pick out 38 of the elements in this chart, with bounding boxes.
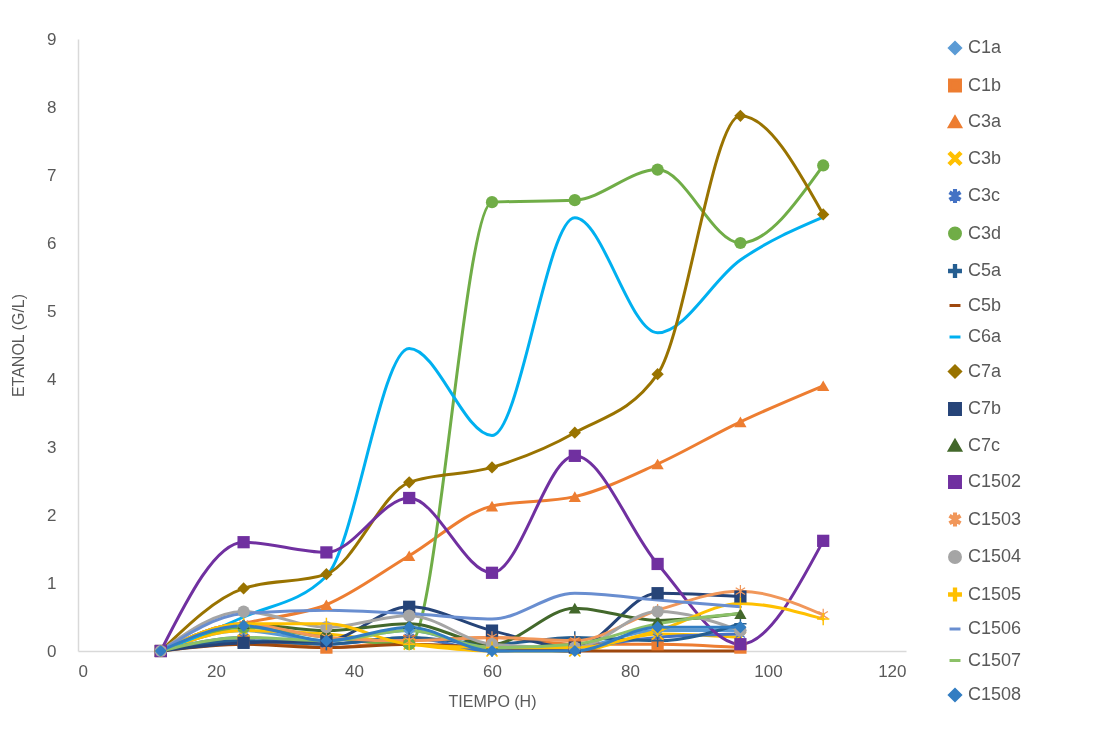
x-tick-label: 100 [754,661,783,681]
legend-label: C3c [968,185,1001,205]
y-axis-title: ETANOL (G/L) [10,293,28,398]
legend-label: C7a [968,360,1003,381]
legend-label: C6a [968,326,1003,346]
y-tick-label: 1 [47,573,57,593]
y-tick-label: 8 [47,97,57,117]
legend-label: C1508 [968,684,1022,704]
x-axis-title: TIEMPO (H) [448,692,537,710]
x-tick-label: 20 [207,661,226,681]
legend-label: C7c [968,434,1001,455]
legend-label: C1503 [968,508,1022,529]
x-tick-label: 60 [483,661,502,681]
legend-label: C1507 [968,649,1022,670]
legend-label: C5a [968,260,1003,280]
legend-label: C3b [968,147,1002,168]
legend-label: C1505 [968,583,1022,604]
y-tick-label: 5 [47,301,57,321]
y-tick-label: 3 [47,437,57,457]
y-tick-label: 9 [47,29,57,49]
x-tick-label: 40 [345,661,364,681]
y-tick-label: 7 [47,165,57,185]
legend-label: C3d [968,222,1002,243]
legend-label: C1506 [968,618,1022,638]
legend-label: C7b [968,398,1002,418]
x-tick-label: 80 [621,661,640,681]
y-tick-label: 6 [47,233,57,253]
legend-label: C1502 [968,471,1022,491]
y-tick-label: 2 [47,505,57,525]
y-tick-label: 0 [47,641,57,661]
legend-label: C3a [968,111,1003,131]
x-tick-label: 0 [78,661,88,681]
legend-label: C1504 [968,546,1022,566]
x-tick-label: 120 [878,661,907,681]
legend-label: C1b [968,74,1002,95]
legend-label: C1a [968,37,1003,57]
legend-label: C5b [968,294,1002,315]
y-tick-label: 4 [47,369,57,389]
